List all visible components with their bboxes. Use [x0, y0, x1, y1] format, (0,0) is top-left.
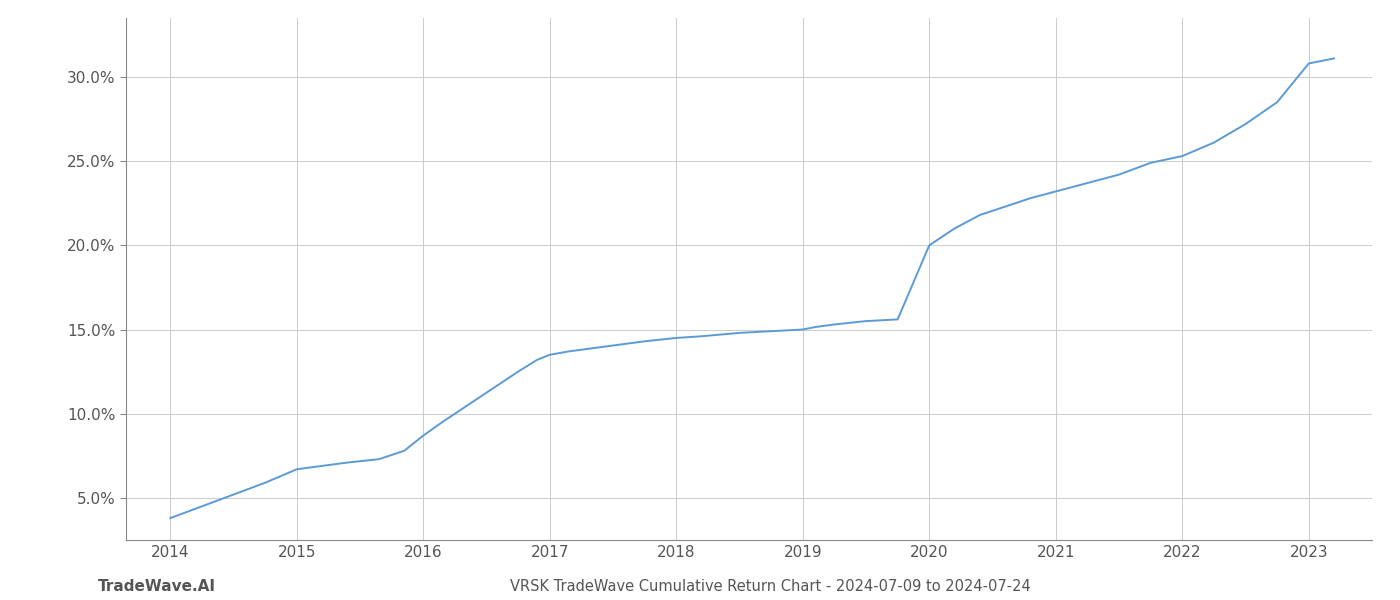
Text: VRSK TradeWave Cumulative Return Chart - 2024-07-09 to 2024-07-24: VRSK TradeWave Cumulative Return Chart -…: [510, 579, 1030, 594]
Text: TradeWave.AI: TradeWave.AI: [98, 579, 216, 594]
